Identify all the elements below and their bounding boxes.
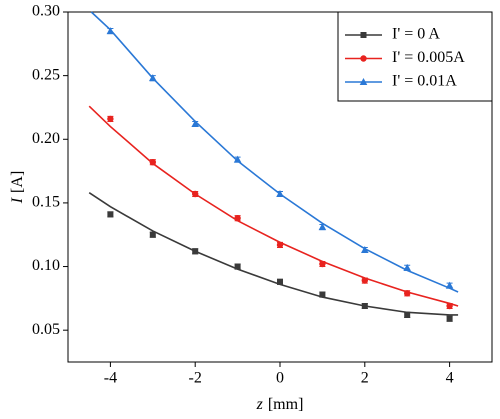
marker (106, 27, 115, 35)
marker (361, 246, 369, 253)
legend-label: I' = 0.01A (392, 73, 457, 90)
x-tick-label: 0 (276, 370, 284, 387)
marker (107, 211, 114, 218)
y-label-symbol: I (9, 197, 26, 204)
marker (192, 190, 199, 198)
fit-line (88, 192, 459, 316)
marker (359, 78, 368, 85)
x-tick-label: 2 (361, 370, 369, 387)
marker (277, 278, 283, 285)
y-tick-label: 0.10 (32, 257, 60, 274)
legend: I' = 0 A I' = 0.005A I' = 0.01A (337, 11, 493, 102)
marker (149, 158, 156, 166)
marker (276, 241, 284, 249)
marker (445, 281, 454, 289)
marker (446, 315, 453, 322)
series (88, 105, 459, 310)
y-tick-label: 0.25 (32, 66, 60, 83)
marker (233, 155, 242, 163)
y-label-unit: [A] (9, 171, 26, 193)
marker (403, 263, 411, 271)
x-label-unit: [mm] (268, 396, 304, 413)
series (88, 192, 459, 322)
marker (149, 231, 156, 238)
marker (318, 223, 327, 231)
y-axis-label: I [A] (9, 171, 26, 205)
marker (360, 32, 367, 38)
x-axis-label: z [mm] (256, 396, 304, 413)
x-label-symbol: z (256, 396, 264, 413)
legend-label: I' = 0 A (392, 26, 440, 43)
marker (319, 260, 326, 268)
y-tick-label: 0.15 (32, 194, 60, 211)
y-tick-label: 0.05 (32, 321, 60, 338)
x-tick-label: 4 (446, 370, 454, 387)
legend-label: I' = 0.005A (392, 49, 465, 66)
marker (192, 248, 199, 255)
marker (191, 120, 199, 127)
marker (149, 74, 157, 82)
series (90, 11, 459, 293)
x-tick-label: -2 (189, 370, 202, 387)
marker (319, 291, 326, 298)
marker (361, 277, 368, 284)
x-tick-label: -4 (104, 370, 117, 387)
marker (234, 214, 241, 222)
marker (107, 115, 114, 123)
y-tick-label: 0.30 (32, 3, 60, 20)
marker (276, 190, 284, 197)
marker (404, 290, 411, 297)
marker (446, 302, 453, 310)
marker (360, 55, 367, 62)
marker (361, 303, 368, 309)
fit-line (88, 105, 459, 307)
marker (404, 311, 411, 318)
marker (234, 263, 241, 270)
y-tick-label: 0.20 (32, 130, 60, 147)
